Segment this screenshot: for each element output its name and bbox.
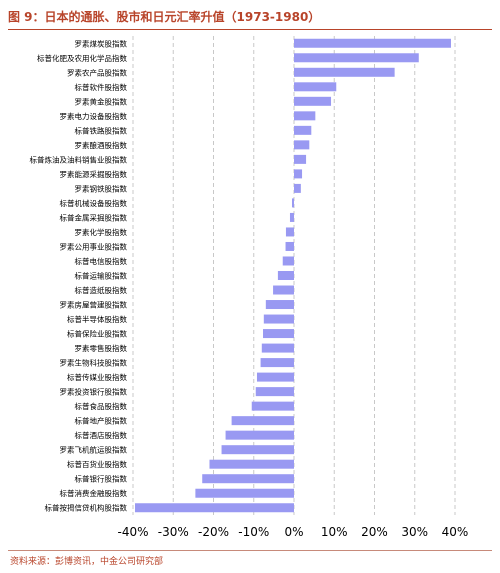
bar bbox=[294, 140, 310, 150]
bar bbox=[294, 111, 316, 121]
category-label: 罗素电力设备股指数 bbox=[60, 111, 128, 121]
category-label: 标普传媒业股指数 bbox=[67, 372, 127, 382]
category-label: 标普保险业股指数 bbox=[67, 329, 127, 339]
category-label: 标普百货业股指数 bbox=[67, 459, 127, 469]
bar bbox=[294, 183, 301, 193]
category-label: 标普酒店股指数 bbox=[75, 430, 128, 440]
x-tick-label: 30% bbox=[401, 525, 428, 539]
x-tick-label: 40% bbox=[442, 525, 469, 539]
bar bbox=[294, 154, 307, 164]
figure-title: 图 9：日本的通胀、股市和日元汇率升值（1973-1980） bbox=[8, 10, 321, 24]
bar bbox=[277, 271, 294, 280]
bar bbox=[251, 401, 294, 411]
bar bbox=[291, 198, 294, 208]
bar bbox=[289, 212, 294, 222]
bar bbox=[261, 343, 294, 353]
category-label: 标普按揭信贷机构股指数 bbox=[45, 503, 128, 513]
title-rule bbox=[8, 29, 492, 30]
source-note: 资料来源：彭博资讯，中金公司研究部 bbox=[10, 557, 164, 567]
bar bbox=[265, 300, 294, 310]
source-rule bbox=[8, 550, 492, 551]
x-tick-label: 0% bbox=[284, 525, 303, 539]
category-label: 罗素生物科技股指数 bbox=[60, 358, 128, 368]
x-tick-label: 10% bbox=[321, 525, 348, 539]
bar bbox=[285, 227, 294, 237]
x-tick-label: -30% bbox=[158, 525, 189, 539]
category-label: 标普半导体股指数 bbox=[67, 314, 127, 324]
bar bbox=[263, 329, 294, 339]
category-label: 罗素黄金股指数 bbox=[75, 96, 128, 106]
bar bbox=[231, 416, 294, 426]
category-label: 罗素能源采掘股指数 bbox=[60, 169, 128, 179]
category-label: 标普银行股指数 bbox=[75, 474, 128, 484]
x-tick-label: -20% bbox=[198, 525, 229, 539]
category-label: 标普电信股指数 bbox=[75, 256, 128, 266]
category-label: 标普铁路股指数 bbox=[75, 125, 128, 135]
x-tick-label: -10% bbox=[238, 525, 269, 539]
bar bbox=[202, 474, 294, 484]
bar bbox=[209, 459, 294, 469]
bar bbox=[294, 96, 332, 106]
category-label: 标普运输股指数 bbox=[75, 271, 128, 281]
x-tick-label: -40% bbox=[117, 525, 148, 539]
category-label: 罗素零售股指数 bbox=[75, 343, 128, 353]
bar bbox=[294, 53, 419, 63]
bar bbox=[255, 387, 294, 397]
category-label: 罗素房屋营建股指数 bbox=[60, 300, 128, 310]
category-label: 罗素农产品股指数 bbox=[67, 67, 127, 77]
category-label: 罗素酿酒股指数 bbox=[75, 140, 128, 150]
category-label: 罗素飞机航运股指数 bbox=[60, 445, 128, 455]
bar bbox=[273, 285, 294, 295]
category-label: 标普地产股指数 bbox=[75, 416, 128, 426]
category-label: 标普造纸股指数 bbox=[75, 285, 128, 295]
category-label: 标普食品股指数 bbox=[75, 401, 128, 411]
category-label: 标普机械设备股指数 bbox=[60, 198, 128, 208]
category-label: 罗素煤炭股指数 bbox=[75, 38, 128, 48]
category-label: 罗素化学股指数 bbox=[75, 227, 128, 237]
bar bbox=[282, 256, 294, 266]
category-label: 标普软件股指数 bbox=[75, 82, 128, 92]
bar bbox=[195, 488, 294, 498]
bar bbox=[135, 503, 294, 513]
category-label: 罗素投资银行股指数 bbox=[60, 387, 128, 397]
bar bbox=[263, 314, 294, 324]
category-label: 标普消费金融股指数 bbox=[60, 488, 128, 498]
bar bbox=[294, 38, 451, 48]
bar bbox=[294, 67, 395, 77]
category-label: 标普炼油及油料销售业股指数 bbox=[30, 154, 128, 164]
bar bbox=[260, 358, 294, 368]
category-label: 标普化肥及农用化学品指数 bbox=[37, 53, 127, 63]
bar bbox=[221, 445, 294, 455]
bar bbox=[294, 125, 312, 135]
category-label: 标普金属采掘股指数 bbox=[60, 212, 128, 222]
x-tick-label: 20% bbox=[361, 525, 388, 539]
category-label: 罗素钢铁股指数 bbox=[75, 183, 128, 193]
category-label: 罗素公用事业股指数 bbox=[60, 241, 128, 251]
bar bbox=[256, 372, 294, 382]
bar bbox=[225, 430, 294, 440]
bar bbox=[294, 169, 303, 179]
bar bbox=[294, 82, 337, 92]
bar bbox=[285, 241, 294, 251]
